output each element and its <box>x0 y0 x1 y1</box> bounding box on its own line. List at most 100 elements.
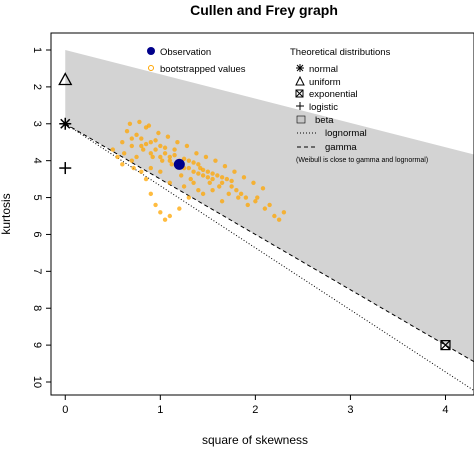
bootstrapped-point <box>153 138 158 143</box>
bootstrapped-point <box>188 176 193 182</box>
plot-area <box>58 50 474 392</box>
legend-gamma-label: gamma <box>325 142 357 153</box>
legend-exponential-icon <box>295 89 304 98</box>
y-tick-label: 8 <box>31 305 43 311</box>
normal-marker <box>59 117 72 130</box>
bootstrapped-point <box>121 151 127 156</box>
bootstrapped-point <box>196 162 201 167</box>
bootstrapped-point <box>110 147 115 152</box>
bootstrapped-point <box>139 169 144 174</box>
bootstrapped-point <box>210 171 215 176</box>
x-tick-label: 1 <box>157 404 163 416</box>
x-tick-label: 2 <box>252 404 258 416</box>
bootstrapped-point <box>158 154 163 160</box>
bootstrapped-point <box>215 173 220 178</box>
bootstrapped-point <box>236 195 241 200</box>
bootstrapped-point <box>120 162 125 167</box>
logistic-marker <box>59 162 72 175</box>
bootstrapped-point <box>129 136 134 141</box>
x-axis: 0 1 2 3 4 <box>62 395 449 416</box>
legend-normal-icon <box>296 64 304 72</box>
observation-point <box>173 158 185 170</box>
bootstrapped-point <box>158 169 163 174</box>
bootstrapped-point <box>200 173 206 178</box>
bootstrapped-point <box>134 154 139 160</box>
y-tick-label: 2 <box>31 84 43 90</box>
legend-uniform-icon <box>295 75 305 86</box>
bootstrapped-point <box>120 140 125 145</box>
chart-title: Cullen and Frey graph <box>190 2 338 18</box>
bootstrapped-point <box>219 175 225 180</box>
legend-bootstrapped-label: bootstrapped values <box>160 64 246 75</box>
bootstrapped-point <box>194 151 199 156</box>
bootstrapped-point <box>184 143 190 149</box>
lognormal-line <box>64 123 474 392</box>
bootstrapped-point <box>210 176 215 182</box>
bootstrapped-point <box>245 202 250 208</box>
bootstrapped-point <box>129 158 134 163</box>
bootstrapped-point <box>167 158 173 163</box>
bootstrapped-point <box>162 145 168 150</box>
bootstrapped-point <box>238 191 244 197</box>
bootstrapped-point <box>241 175 247 180</box>
bootstrapped-point <box>219 180 225 185</box>
bootstrapped-point <box>162 151 168 156</box>
x-tick-label: 0 <box>62 404 68 416</box>
bootstrapped-point <box>186 165 192 171</box>
bootstrapped-point <box>200 191 206 197</box>
bootstrapped-point <box>267 202 272 208</box>
bootstrapped-point <box>272 213 277 219</box>
bootstrapped-point <box>255 195 260 200</box>
bootstrapped-point <box>205 169 211 174</box>
bootstrapped-point <box>203 154 209 160</box>
legend-logistic-label: logistic <box>309 102 338 113</box>
y-tick-label: 1 <box>31 47 43 53</box>
bootstrapped-point <box>200 167 206 173</box>
bootstrapped-point <box>158 143 163 149</box>
bootstrapped-point <box>134 132 139 138</box>
bootstrapped-point <box>156 130 161 136</box>
x-tick-label: 4 <box>442 404 448 416</box>
bootstrapped-point <box>179 173 184 178</box>
bootstrapped-point <box>217 184 222 189</box>
y-tick-label: 9 <box>31 342 43 348</box>
bootstrapped-point <box>186 195 192 200</box>
bootstrapped-point <box>167 154 173 160</box>
bootstrapped-point <box>181 184 187 189</box>
bootstrapped-point <box>229 178 234 184</box>
y-axis-label: kurtosis <box>0 193 13 234</box>
legend-title: Theoretical distributions <box>290 47 391 58</box>
legend-beta-label: beta <box>315 115 334 126</box>
gamma-line <box>65 123 474 363</box>
bootstrapped-point <box>150 154 155 160</box>
bootstrapped-point <box>210 187 215 193</box>
bootstrapped-point <box>191 160 196 165</box>
bootstrapped-point <box>186 158 192 163</box>
legend-uniform-label: uniform <box>309 77 341 88</box>
bootstrapped-point <box>153 202 158 208</box>
bootstrapped-point <box>167 180 173 185</box>
y-tick-label: 4 <box>31 158 43 164</box>
y-tick-label: 6 <box>31 231 43 237</box>
bootstrapped-point <box>139 143 144 149</box>
bootstrapped-point <box>226 191 231 197</box>
legend-beta-icon <box>296 115 306 124</box>
bootstrapped-point <box>141 147 146 152</box>
bootstrapped-point <box>162 217 168 222</box>
legend-bootstrapped-marker <box>148 65 154 71</box>
bootstrapped-point <box>229 184 234 189</box>
bootstrapped-point <box>137 119 142 125</box>
bootstrapped-point <box>196 171 201 176</box>
legend-right: Theoretical distributions normal uniform… <box>290 47 428 164</box>
bootstrapped-point <box>243 195 249 200</box>
beta-region <box>65 50 474 362</box>
bootstrapped-point <box>262 206 268 211</box>
bootstrapped-point <box>146 123 152 128</box>
bootstrapped-point <box>177 206 182 211</box>
bootstrapped-point <box>148 165 154 171</box>
bootstrapped-point <box>165 134 171 139</box>
bootstrapped-point <box>172 147 177 152</box>
legend-logistic-icon <box>296 102 304 110</box>
bootstrapped-point <box>124 128 130 134</box>
